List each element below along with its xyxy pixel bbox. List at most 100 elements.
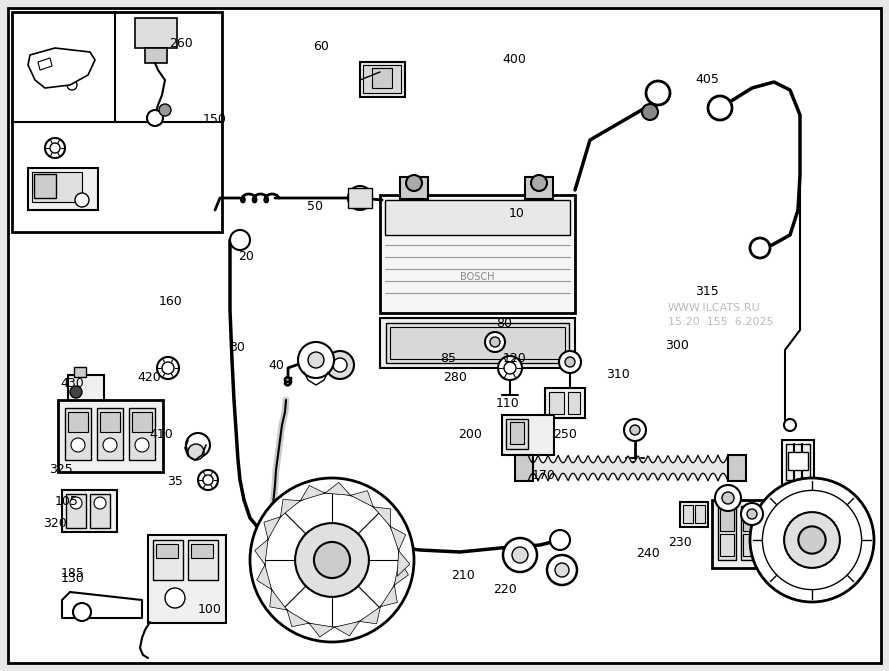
Bar [68, 412, 88, 432]
Circle shape [498, 356, 522, 380]
Circle shape [48, 63, 62, 77]
Text: 120: 120 [502, 352, 526, 366]
Bar [764, 506, 782, 560]
Bar [712, 500, 814, 568]
Polygon shape [300, 486, 325, 501]
Polygon shape [287, 610, 309, 627]
Text: 240: 240 [636, 547, 660, 560]
Circle shape [94, 497, 106, 509]
Polygon shape [38, 58, 52, 70]
Circle shape [186, 433, 210, 457]
Circle shape [326, 351, 354, 379]
Polygon shape [257, 565, 271, 590]
Bar [766, 534, 780, 556]
Bar [191, 544, 213, 558]
Circle shape [708, 96, 732, 120]
Circle shape [302, 535, 318, 551]
Circle shape [157, 357, 179, 379]
Bar [100, 412, 120, 432]
Polygon shape [325, 482, 350, 495]
Text: 300: 300 [665, 339, 689, 352]
Text: 150: 150 [203, 113, 227, 126]
Circle shape [550, 530, 570, 550]
Bar [789, 509, 803, 531]
Circle shape [646, 81, 670, 105]
Bar [132, 412, 152, 432]
Circle shape [763, 491, 861, 590]
Circle shape [70, 386, 82, 398]
Circle shape [504, 362, 516, 374]
Circle shape [722, 492, 734, 504]
Bar [743, 509, 757, 531]
Polygon shape [390, 526, 405, 551]
Polygon shape [359, 607, 380, 624]
Polygon shape [264, 517, 281, 539]
Bar [766, 509, 780, 531]
Polygon shape [281, 499, 300, 517]
Circle shape [295, 523, 369, 597]
Circle shape [784, 419, 796, 431]
Bar [153, 540, 183, 580]
Bar [506, 419, 528, 449]
Polygon shape [395, 560, 408, 585]
Bar [568, 392, 580, 414]
Text: 60: 60 [313, 40, 329, 54]
Bar [525, 177, 553, 199]
Circle shape [71, 438, 85, 452]
Bar [360, 62, 405, 97]
Circle shape [750, 238, 770, 258]
Bar [788, 452, 808, 470]
Bar [34, 174, 56, 198]
Circle shape [565, 357, 575, 367]
Text: 405: 405 [695, 72, 719, 86]
Bar [363, 65, 401, 93]
Polygon shape [350, 491, 373, 507]
Bar [510, 422, 524, 444]
Bar [148, 535, 226, 623]
Bar [32, 172, 82, 202]
Text: 110: 110 [496, 397, 520, 411]
Circle shape [750, 478, 874, 602]
Polygon shape [28, 48, 95, 88]
Bar [683, 505, 693, 523]
Circle shape [741, 503, 763, 525]
Bar [545, 388, 585, 418]
Bar [786, 444, 810, 480]
Circle shape [103, 438, 117, 452]
Polygon shape [254, 539, 268, 565]
Text: 325: 325 [49, 463, 73, 476]
Bar [68, 375, 104, 405]
Circle shape [555, 563, 569, 577]
Bar [58, 400, 163, 472]
Text: 230: 230 [669, 535, 693, 549]
Text: WWW.ILCATS.RU: WWW.ILCATS.RU [668, 303, 761, 313]
Circle shape [490, 337, 500, 347]
Text: 30: 30 [229, 341, 245, 354]
Circle shape [147, 110, 163, 126]
Circle shape [624, 419, 646, 441]
Text: 185: 185 [60, 567, 84, 580]
Circle shape [162, 362, 174, 374]
Polygon shape [269, 590, 287, 610]
Polygon shape [309, 623, 334, 637]
Circle shape [75, 193, 89, 207]
Circle shape [531, 175, 547, 191]
Bar [400, 177, 428, 199]
Circle shape [298, 342, 334, 378]
Bar [720, 534, 734, 556]
Text: 160: 160 [158, 295, 182, 309]
Text: 420: 420 [138, 370, 162, 384]
Text: 105: 105 [55, 495, 79, 509]
Text: 80: 80 [496, 317, 512, 330]
Circle shape [715, 485, 741, 511]
Text: 410: 410 [149, 428, 173, 442]
Text: 260: 260 [169, 37, 193, 50]
Circle shape [406, 175, 422, 191]
Circle shape [73, 603, 91, 621]
Circle shape [70, 497, 82, 509]
Text: 310: 310 [606, 368, 630, 381]
Bar [787, 506, 805, 560]
Circle shape [559, 351, 581, 373]
Bar [741, 506, 759, 560]
Polygon shape [380, 585, 397, 607]
